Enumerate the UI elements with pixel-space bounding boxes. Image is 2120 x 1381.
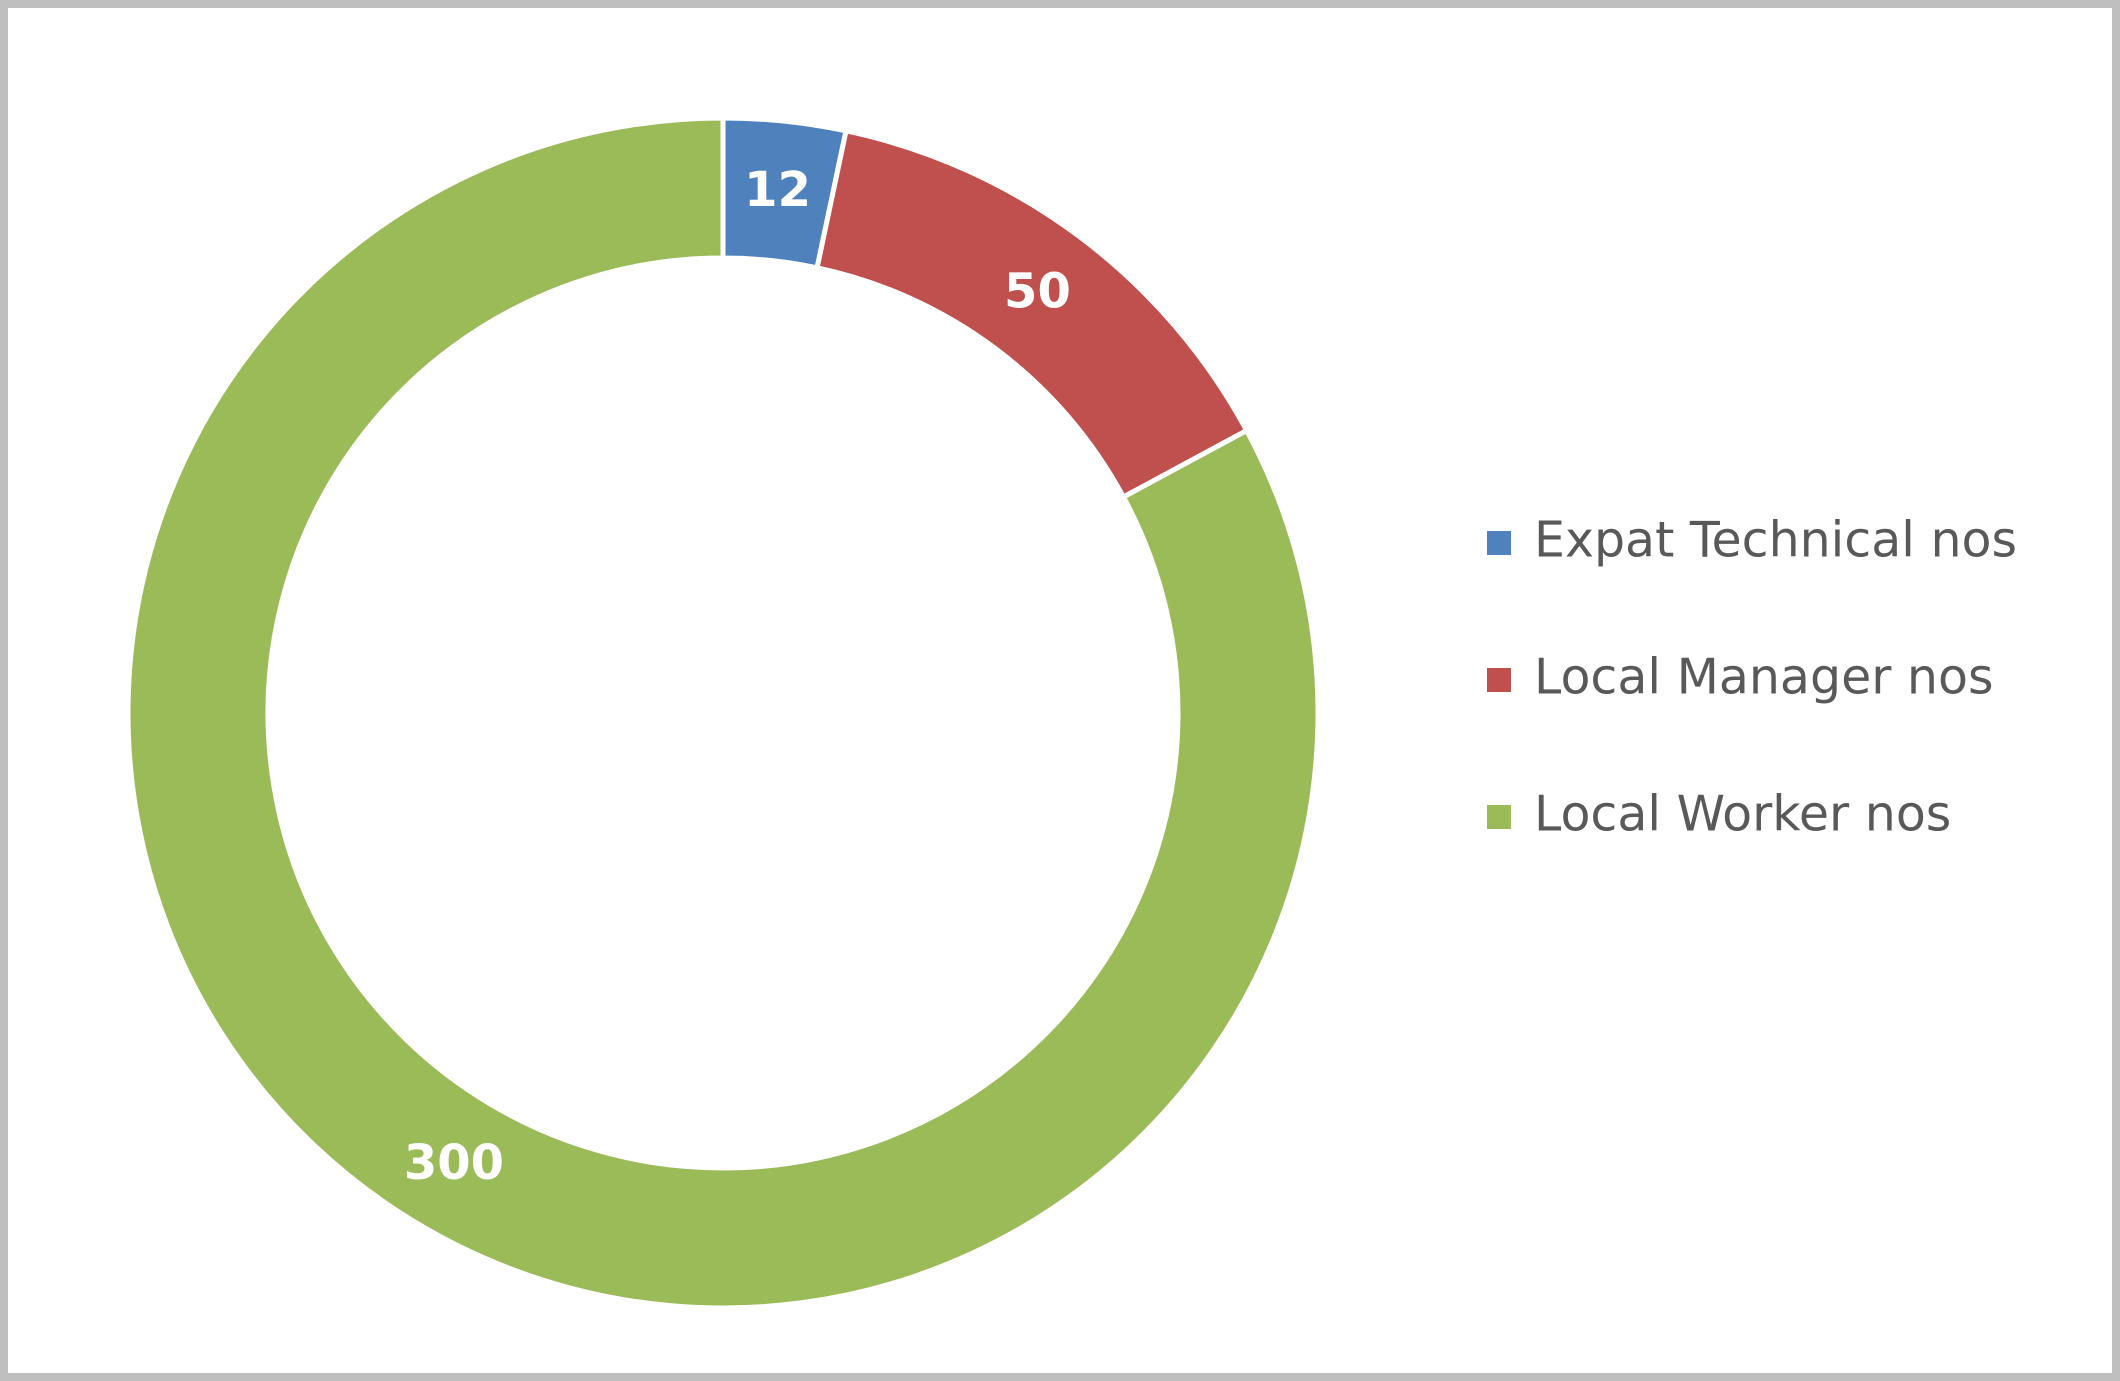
donut-slice xyxy=(125,115,1321,1311)
legend-label: Expat Technical nos xyxy=(1534,512,2017,569)
data-label: 12 xyxy=(744,162,811,218)
legend-swatch xyxy=(1487,805,1511,829)
data-label: 50 xyxy=(1004,264,1071,320)
legend-label: Local Manager nos xyxy=(1534,649,1994,706)
legend-swatch xyxy=(1487,531,1511,555)
data-label: 300 xyxy=(404,1135,504,1191)
legend-swatch xyxy=(1487,668,1511,692)
legend-label: Local Worker nos xyxy=(1534,786,1951,843)
